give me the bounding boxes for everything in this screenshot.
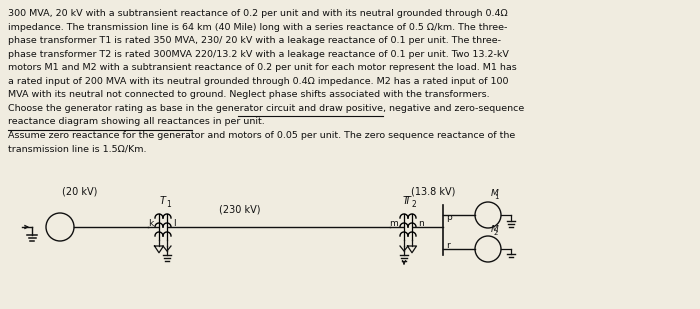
Text: motors M1 and M2 with a subtransient reactance of 0.2 per unit for each motor re: motors M1 and M2 with a subtransient rea…	[8, 63, 517, 72]
Text: T: T	[160, 196, 166, 206]
Text: impedance. The transmission line is 64 km (40 Mile) long with a series reactance: impedance. The transmission line is 64 k…	[8, 23, 507, 32]
Text: (13.8 kV): (13.8 kV)	[411, 187, 455, 197]
Text: Choose the generator rating as base in the generator circuit and draw positive, : Choose the generator rating as base in t…	[8, 104, 524, 112]
Text: reactance diagram showing all reactances in per unit.: reactance diagram showing all reactances…	[8, 117, 265, 126]
Text: p: p	[446, 213, 452, 222]
Text: M: M	[491, 189, 498, 198]
Text: (20 kV): (20 kV)	[62, 186, 98, 196]
Text: M: M	[491, 225, 498, 234]
Text: n: n	[418, 219, 424, 228]
Text: T: T	[405, 196, 411, 206]
Text: (230 kV): (230 kV)	[219, 205, 260, 215]
Text: Assume zero reactance for the generator and motors of 0.05 per unit. The zero se: Assume zero reactance for the generator …	[8, 130, 515, 139]
Text: 2: 2	[494, 230, 498, 236]
Text: m: m	[389, 219, 398, 228]
Text: MVA with its neutral not connected to ground. Neglect phase shifts associated wi: MVA with its neutral not connected to gr…	[8, 90, 489, 99]
Text: r: r	[446, 240, 449, 249]
Text: phase transformer T1 is rated 350 MVA, 230/ 20 kV with a leakage reactance of 0.: phase transformer T1 is rated 350 MVA, 2…	[8, 36, 501, 45]
Text: 1: 1	[166, 200, 171, 209]
Text: T: T	[403, 196, 409, 206]
Text: 300 MVA, 20 kV with a subtransient reactance of 0.2 per unit and with its neutra: 300 MVA, 20 kV with a subtransient react…	[8, 9, 507, 18]
Text: k: k	[148, 219, 153, 228]
Text: phase transformer T2 is rated 300MVA 220/13.2 kV with a leakage reactance of 0.1: phase transformer T2 is rated 300MVA 220…	[8, 49, 509, 58]
Text: transmission line is 1.5Ω/Km.: transmission line is 1.5Ω/Km.	[8, 144, 146, 153]
Text: 2: 2	[411, 200, 416, 209]
Text: 1: 1	[494, 194, 498, 200]
Text: a rated input of 200 MVA with its neutral grounded through 0.4Ω impedance. M2 ha: a rated input of 200 MVA with its neutra…	[8, 77, 508, 86]
Text: l: l	[173, 219, 176, 228]
